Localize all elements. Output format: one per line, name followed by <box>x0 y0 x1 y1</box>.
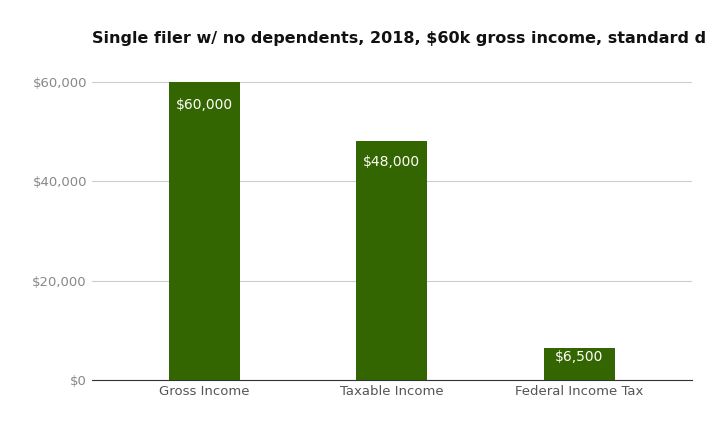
Text: $6,500: $6,500 <box>555 350 604 364</box>
Text: $48,000: $48,000 <box>364 155 420 169</box>
Bar <box>544 348 615 380</box>
Bar <box>169 82 240 380</box>
Bar <box>357 142 427 380</box>
Text: Single filer w/ no dependents, 2018, $60k gross income, standard deduction: Single filer w/ no dependents, 2018, $60… <box>92 31 706 46</box>
Text: $60,000: $60,000 <box>176 98 233 112</box>
